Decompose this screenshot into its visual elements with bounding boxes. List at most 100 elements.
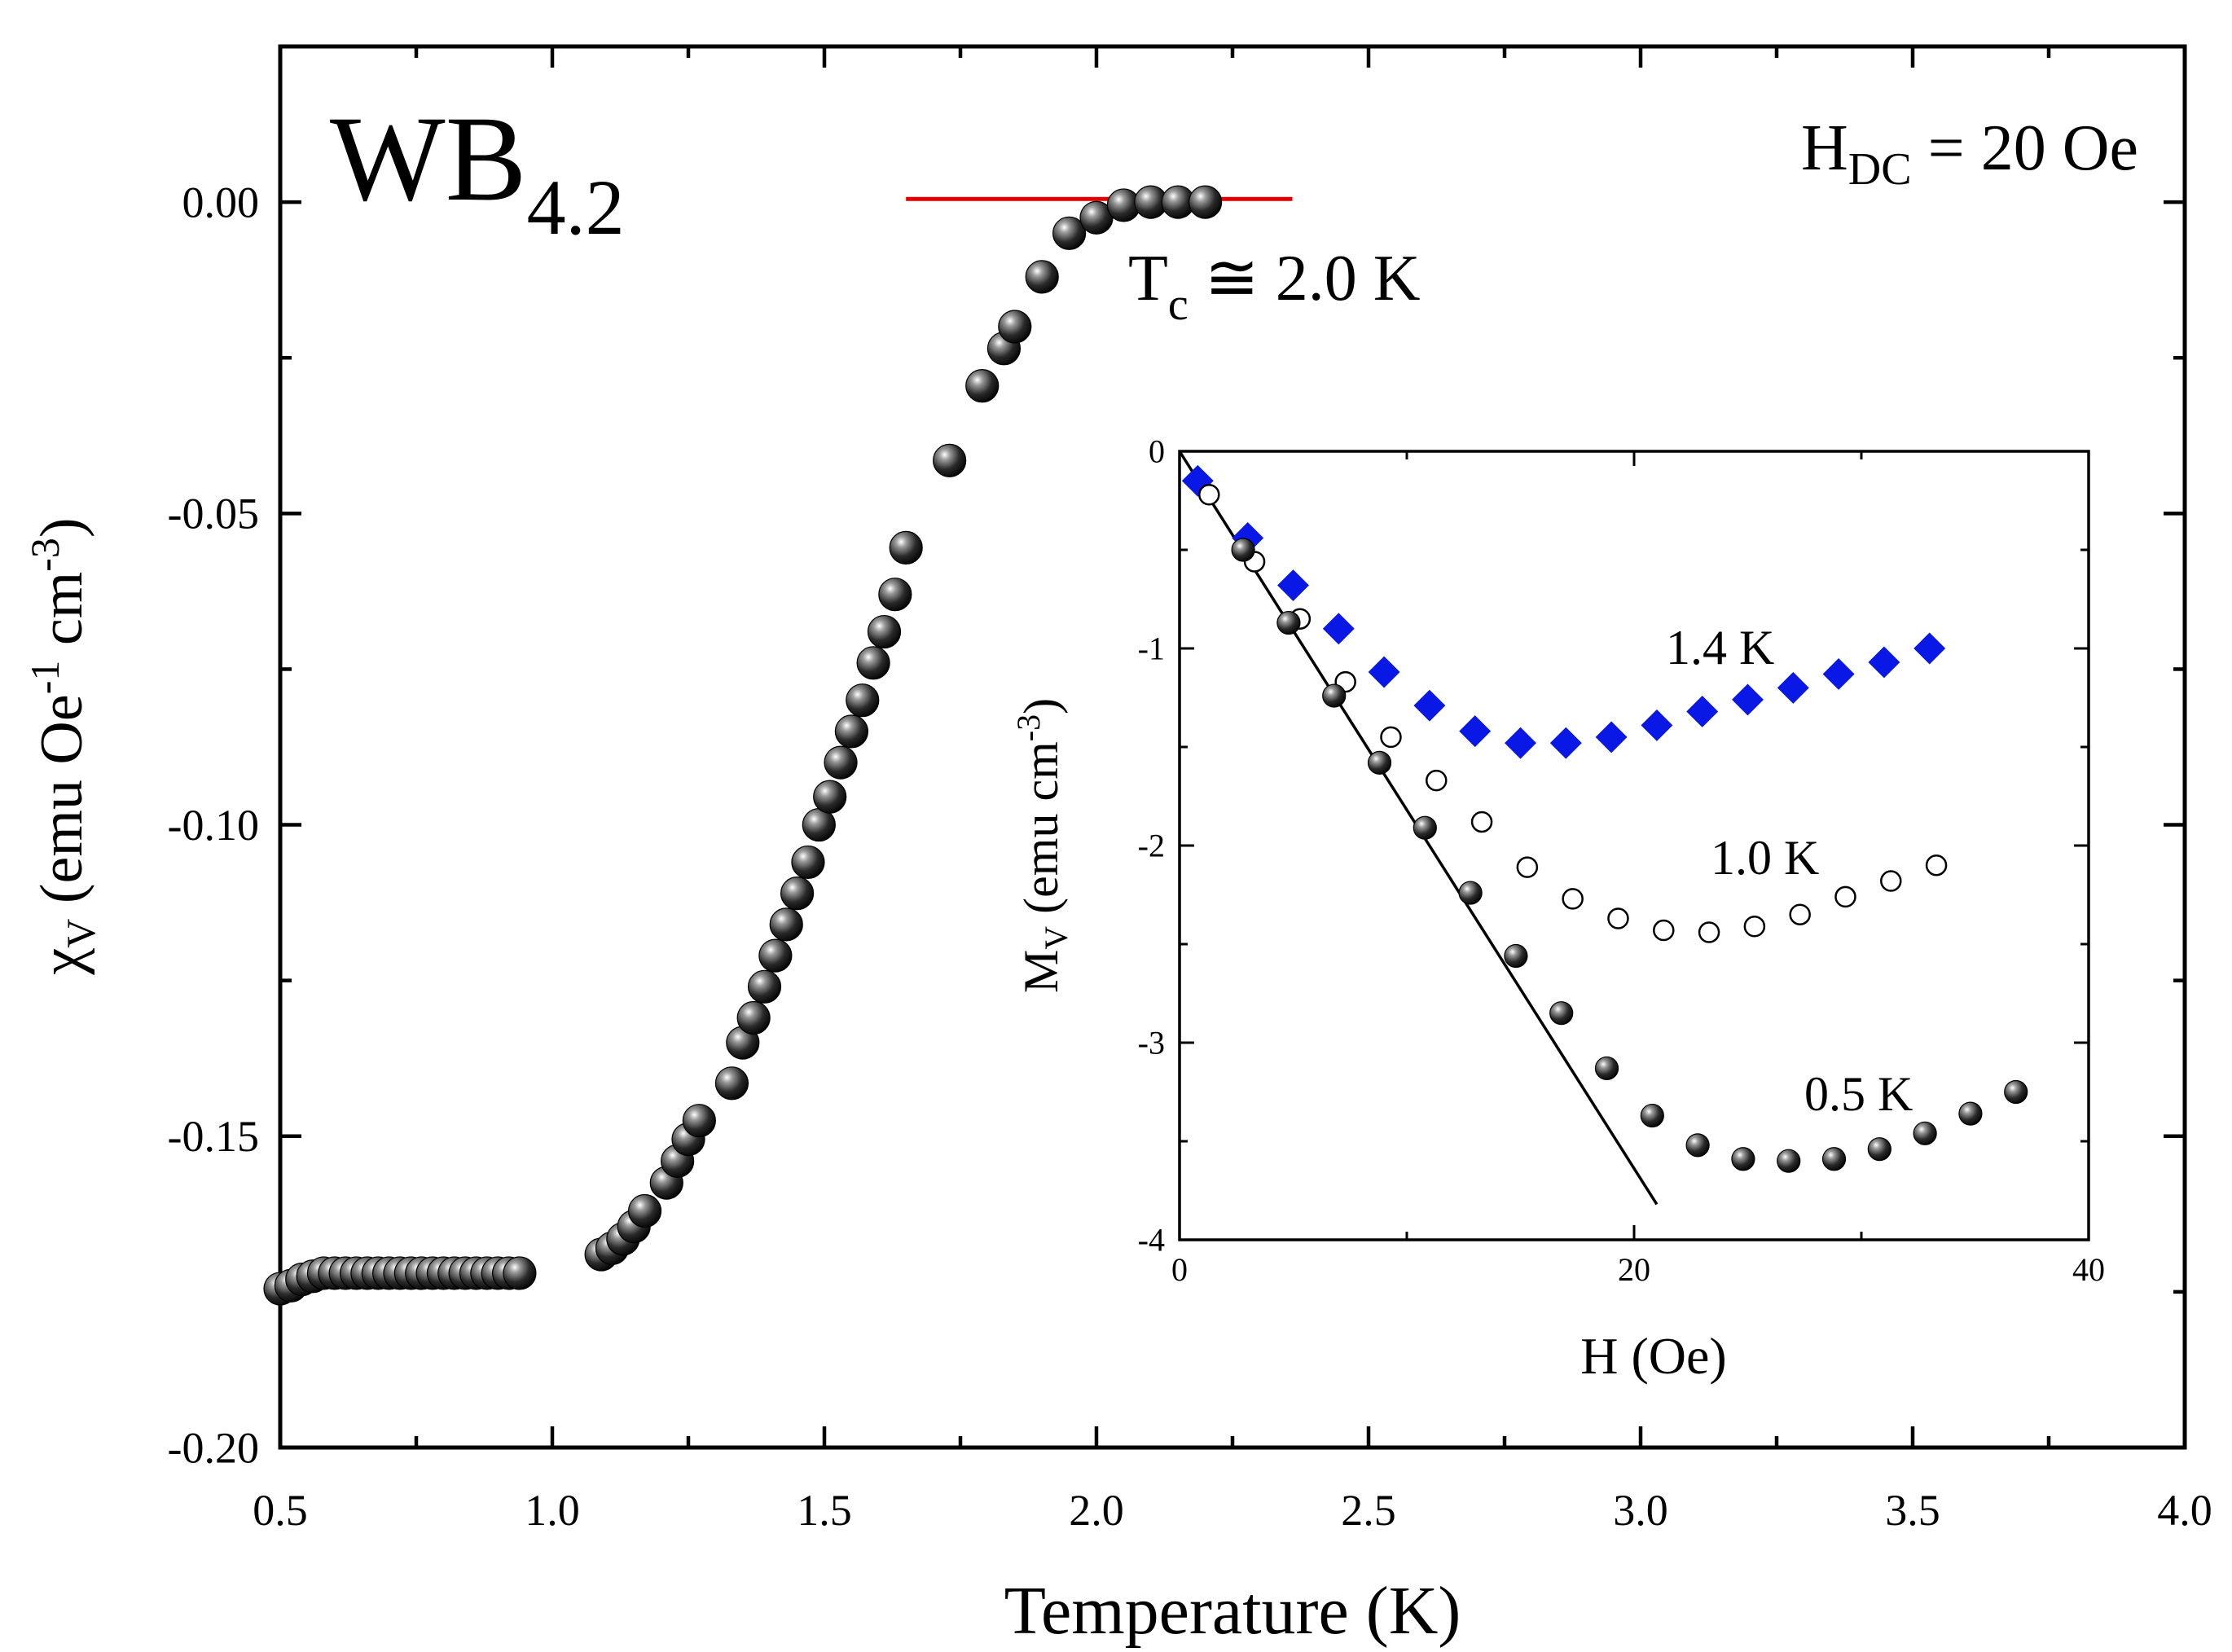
data-point-sphere [2004,1079,2028,1105]
main-plot: 0.5 1.0 1.5 2.0 2.5 3.0 3.5 4.0 0.00 -0.05 -0.10 -… [22,44,2212,1649]
inset-plot-background [1180,451,2089,1240]
data-point-sphere [1821,1147,1847,1171]
data-point-sphere [1549,1001,1574,1026]
data-point-diamond [1368,656,1400,688]
inset-x-axis-label: H (Oe) [1580,1327,1726,1385]
data-point-diamond [1277,569,1309,602]
data-point-open-circle [1698,921,1720,943]
main-y-label-mid: cm [29,572,95,661]
inset-plot: 0 20 40 0 -1 -2 -3 -4 1.4 K 1.0 K 0.5 K H (Oe)… [1010,433,2105,1385]
x-tick-label: 0.5 [253,1486,308,1535]
y-tick-label: -1 [1138,630,1165,667]
data-point-sphere [813,780,847,814]
data-point-sphere [1731,1147,1755,1171]
data-point-open-circle [1516,856,1539,878]
data-point-sphere [627,1193,662,1228]
tc-label-sub: c [1168,279,1188,330]
x-tick-label: 3.5 [1885,1486,1940,1535]
data-point-open-circle [1426,769,1448,792]
data-point-sphere [1504,943,1528,969]
data-point-sphere [747,969,782,1004]
data-point-sphere [1867,1137,1891,1162]
data-point-sphere [1276,610,1301,635]
main-y-label-main: χ [29,948,95,976]
field-label: HDC = 20 Oe [1801,112,2138,195]
data-point-sphere [965,369,1000,403]
series-label-0-5k: 0.5 K [1804,1067,1913,1121]
inset-data-points [1181,464,2028,1173]
data-point-sphere [1640,1103,1664,1128]
x-tick-label: 3.0 [1613,1486,1668,1535]
main-y-label-sub: V [58,919,103,948]
data-point-open-circle [1834,885,1856,908]
y-tick-label: 0 [1149,433,1165,470]
tc-label-rest: ≅ 2.0 K [1188,243,1421,314]
data-point-diamond [1322,613,1355,645]
main-y-axis-label: χV (emu Oe-1 cm-3) [22,517,103,975]
main-y-label-sup1: -1 [22,661,68,695]
data-point-open-circle [1562,888,1584,910]
data-point-open-circle [1653,919,1675,942]
data-point-diamond [1777,671,1809,704]
data-point-open-circle [1470,811,1493,833]
data-point-sphere [1458,881,1483,905]
data-point-diamond [1549,727,1582,759]
data-point-diamond [1686,695,1719,727]
data-point-diamond [1595,721,1628,754]
y-tick-label: 0.00 [182,178,260,226]
y-tick-label: -0.10 [168,801,259,850]
data-point-diamond [1641,709,1673,741]
series-label-1-0k: 1.0 K [1711,831,1819,885]
data-point-sphere [933,443,967,477]
data-point-open-circle [1880,870,1902,892]
inset-y-label-sup1: -3 [1010,714,1047,741]
data-point-open-circle [1743,915,1766,938]
series-label-1-4k: 1.4 K [1666,621,1774,674]
data-point-diamond [1413,689,1446,722]
data-point-sphere [1777,1149,1801,1173]
data-point-sphere [824,745,858,780]
y-tick-label: -0.05 [168,490,259,538]
sample-label-sub: 4.2 [527,164,625,251]
data-point-sphere [856,646,890,680]
data-point-sphere [1685,1133,1710,1158]
data-point-open-circle [1198,483,1220,506]
x-tick-label: 40 [2072,1251,2105,1288]
x-tick-label: 2.5 [1341,1486,1396,1535]
data-point-sphere [503,1256,537,1290]
data-point-sphere [878,578,912,612]
data-point-sphere [791,845,825,880]
inset-y-label-main: M [1014,950,1068,993]
data-point-sphere [682,1104,716,1138]
main-data-points [263,185,1223,1306]
data-point-sphere [889,530,923,565]
data-point-open-circle [1925,854,1948,877]
inset-y-ticks: 0 -1 -2 -3 -4 [1138,433,2089,1259]
x-tick-label: 20 [1618,1251,1650,1288]
x-tick-label: 1.5 [797,1486,852,1535]
tc-label: Tc ≅ 2.0 K [1128,243,1421,330]
main-y-label-pre: (emu Oe [29,694,95,918]
x-tick-label: 2.0 [1069,1486,1124,1535]
main-y-label-sup2: -3 [22,538,68,572]
data-point-sphere [998,310,1032,344]
data-point-diamond [1505,727,1536,759]
x-tick-label: 1.0 [525,1486,580,1535]
inset-y-label-post: ) [1014,698,1068,714]
data-point-sphere [1188,185,1223,219]
data-point-sphere [1367,750,1392,775]
data-point-sphere [714,1066,749,1101]
data-point-sphere [1322,683,1347,708]
inset-y-axis-label: MV (emu cm-3) [1010,698,1074,993]
data-point-sphere [1025,260,1059,294]
sample-label: WB4.2 [330,91,625,251]
field-label-main: H [1801,112,1848,184]
data-point-diamond [1868,646,1900,679]
data-point-open-circle [1607,907,1629,929]
x-tick-label: 4.0 [2157,1486,2212,1535]
data-point-sphere [1413,815,1437,840]
data-point-sphere [1594,1056,1619,1081]
data-point-open-circle [1380,726,1402,749]
data-point-diamond [1913,632,1946,665]
